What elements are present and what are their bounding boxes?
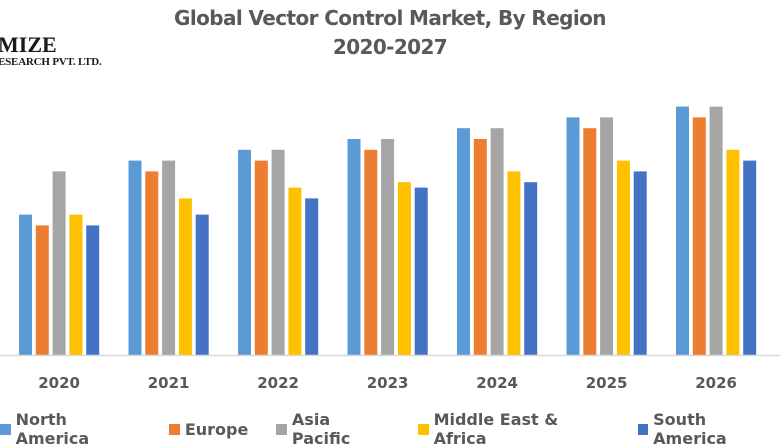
bar-2024-south-america — [524, 182, 538, 355]
chart-subtitle: 2020-2027 — [332, 35, 448, 59]
bar-2022-middle-east-africa — [288, 187, 302, 355]
x-tick-label: 2021 — [148, 374, 190, 392]
x-tick-label: 2025 — [586, 374, 628, 392]
bar-2021-south-america — [195, 214, 209, 355]
bar-2023-south-america — [414, 187, 428, 355]
bar-2026-europe — [692, 117, 706, 356]
bar-2022-north-america — [238, 149, 251, 355]
bar-2020-asia-pacific — [52, 171, 66, 355]
x-tick-label: 2026 — [695, 374, 737, 392]
bar-2024-middle-east-africa — [507, 171, 521, 355]
bar-2021-asia-pacific — [162, 160, 176, 355]
bar-2023-north-america — [347, 139, 361, 355]
bar-2023-europe — [364, 149, 378, 355]
bar-2022-south-america — [305, 198, 319, 355]
chart-title: Global Vector Control Market, By Region — [174, 6, 606, 30]
bar-2020-north-america — [19, 214, 32, 355]
x-tick-label: 2022 — [257, 374, 299, 392]
legend-swatch — [168, 423, 180, 435]
bar-2022-europe — [254, 160, 268, 355]
bar-2021-north-america — [128, 160, 142, 355]
bar-2026-north-america — [676, 106, 689, 355]
legend-label: Europe — [184, 419, 249, 439]
legend-label: Middle East & Africa — [433, 410, 559, 448]
legend-swatch — [637, 423, 649, 435]
logo-line-1: MIZE — [0, 32, 57, 57]
logo-line-2: ESEARCH PVT. LTD. — [0, 56, 102, 68]
bars-group — [19, 106, 757, 356]
legend-item: Europe — [168, 410, 249, 448]
bar-2026-middle-east-africa — [726, 149, 740, 355]
legend-label: South America — [653, 410, 727, 448]
legend-swatch — [0, 423, 11, 435]
legend-label: Asia Pacific — [291, 410, 351, 448]
legend: North America Europe Asia Pacific Middle Ea… — [0, 410, 780, 448]
bar-2020-middle-east-africa — [69, 214, 83, 355]
bar-2021-middle-east-africa — [178, 198, 192, 355]
bar-2022-asia-pacific — [271, 149, 285, 355]
legend-item: Middle East & Africa — [418, 410, 610, 448]
bar-2024-north-america — [457, 128, 470, 355]
bar-2025-north-america — [566, 117, 580, 356]
company-logo: MIZE ESEARCH PVT. LTD. — [0, 34, 102, 68]
bar-2025-middle-east-africa — [616, 160, 630, 355]
legend-swatch — [418, 423, 429, 435]
x-tick-label: 2024 — [476, 374, 518, 392]
legend-label: North America — [15, 410, 90, 448]
bar-2023-asia-pacific — [381, 139, 395, 355]
chart-title-block: Global Vector Control Market, By Region … — [0, 4, 780, 62]
bar-2025-south-america — [633, 171, 647, 355]
bar-2023-middle-east-africa — [397, 182, 411, 355]
bar-2024-europe — [473, 139, 487, 355]
legend-item: Asia Pacific — [276, 410, 390, 448]
legend-item: South America — [637, 410, 780, 448]
bar-2026-asia-pacific — [709, 106, 723, 355]
legend-swatch — [276, 423, 287, 435]
x-tick-label: 2020 — [38, 374, 80, 392]
bar-2025-europe — [583, 128, 597, 355]
x-tick-labels: 2020 2021 2022 2023 2024 2025 2026 — [38, 374, 737, 392]
bar-2024-asia-pacific — [490, 128, 504, 355]
bar-2021-europe — [145, 171, 159, 355]
x-tick-label: 2023 — [367, 374, 409, 392]
bar-2020-south-america — [86, 225, 100, 355]
bar-2025-asia-pacific — [600, 117, 614, 356]
legend-item: North America — [0, 410, 141, 448]
bar-2026-south-america — [743, 160, 757, 355]
bar-2020-europe — [35, 225, 49, 355]
